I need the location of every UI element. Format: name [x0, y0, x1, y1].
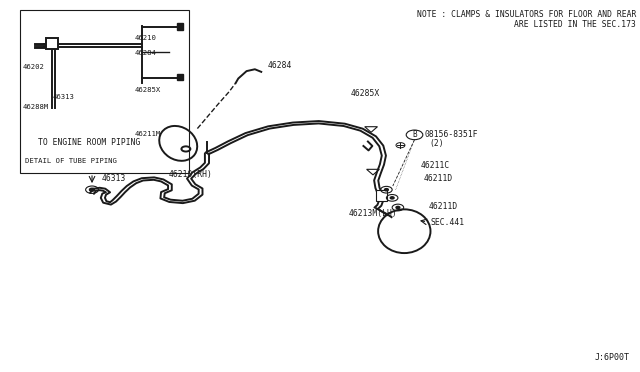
Text: J:6P00T: J:6P00T	[595, 353, 630, 362]
Bar	[46, 38, 58, 49]
Text: 46211C: 46211C	[421, 161, 450, 170]
Text: NOTE : CLAMPS & INSULATORS FOR FLOOR AND REAR
        ARE LISTED IN THE SEC.173: NOTE : CLAMPS & INSULATORS FOR FLOOR AND…	[417, 10, 636, 29]
Circle shape	[390, 197, 394, 199]
Text: 46284: 46284	[268, 61, 292, 70]
Text: 46313: 46313	[102, 174, 126, 183]
Text: 46288M: 46288M	[23, 105, 49, 110]
Text: 46285X: 46285X	[351, 89, 380, 98]
Text: 46285X: 46285X	[135, 87, 161, 93]
Circle shape	[396, 206, 400, 209]
Text: 46213M(LH): 46213M(LH)	[349, 209, 397, 218]
Bar	[177, 74, 183, 80]
Text: 46202: 46202	[23, 64, 45, 70]
Circle shape	[90, 188, 95, 191]
Text: (2): (2)	[430, 139, 444, 148]
Text: 46210: 46210	[135, 35, 157, 41]
Text: SEC.441: SEC.441	[431, 218, 465, 227]
Text: DETAIL OF TUBE PIPING: DETAIL OF TUBE PIPING	[25, 158, 117, 164]
Text: 46284: 46284	[135, 49, 157, 55]
Bar	[376, 190, 387, 201]
Bar	[177, 23, 183, 30]
Text: 46211D: 46211D	[429, 202, 458, 211]
Text: 08156-8351F: 08156-8351F	[424, 130, 477, 140]
Text: TO ENGINE ROOM PIPING: TO ENGINE ROOM PIPING	[38, 138, 140, 147]
Circle shape	[385, 189, 388, 191]
Text: 46211D: 46211D	[424, 174, 453, 183]
Text: 46211M: 46211M	[135, 131, 161, 137]
Bar	[20, 10, 189, 173]
Text: 46313: 46313	[53, 94, 75, 100]
Text: 46210(RH): 46210(RH)	[169, 170, 212, 179]
Text: B: B	[412, 130, 417, 140]
